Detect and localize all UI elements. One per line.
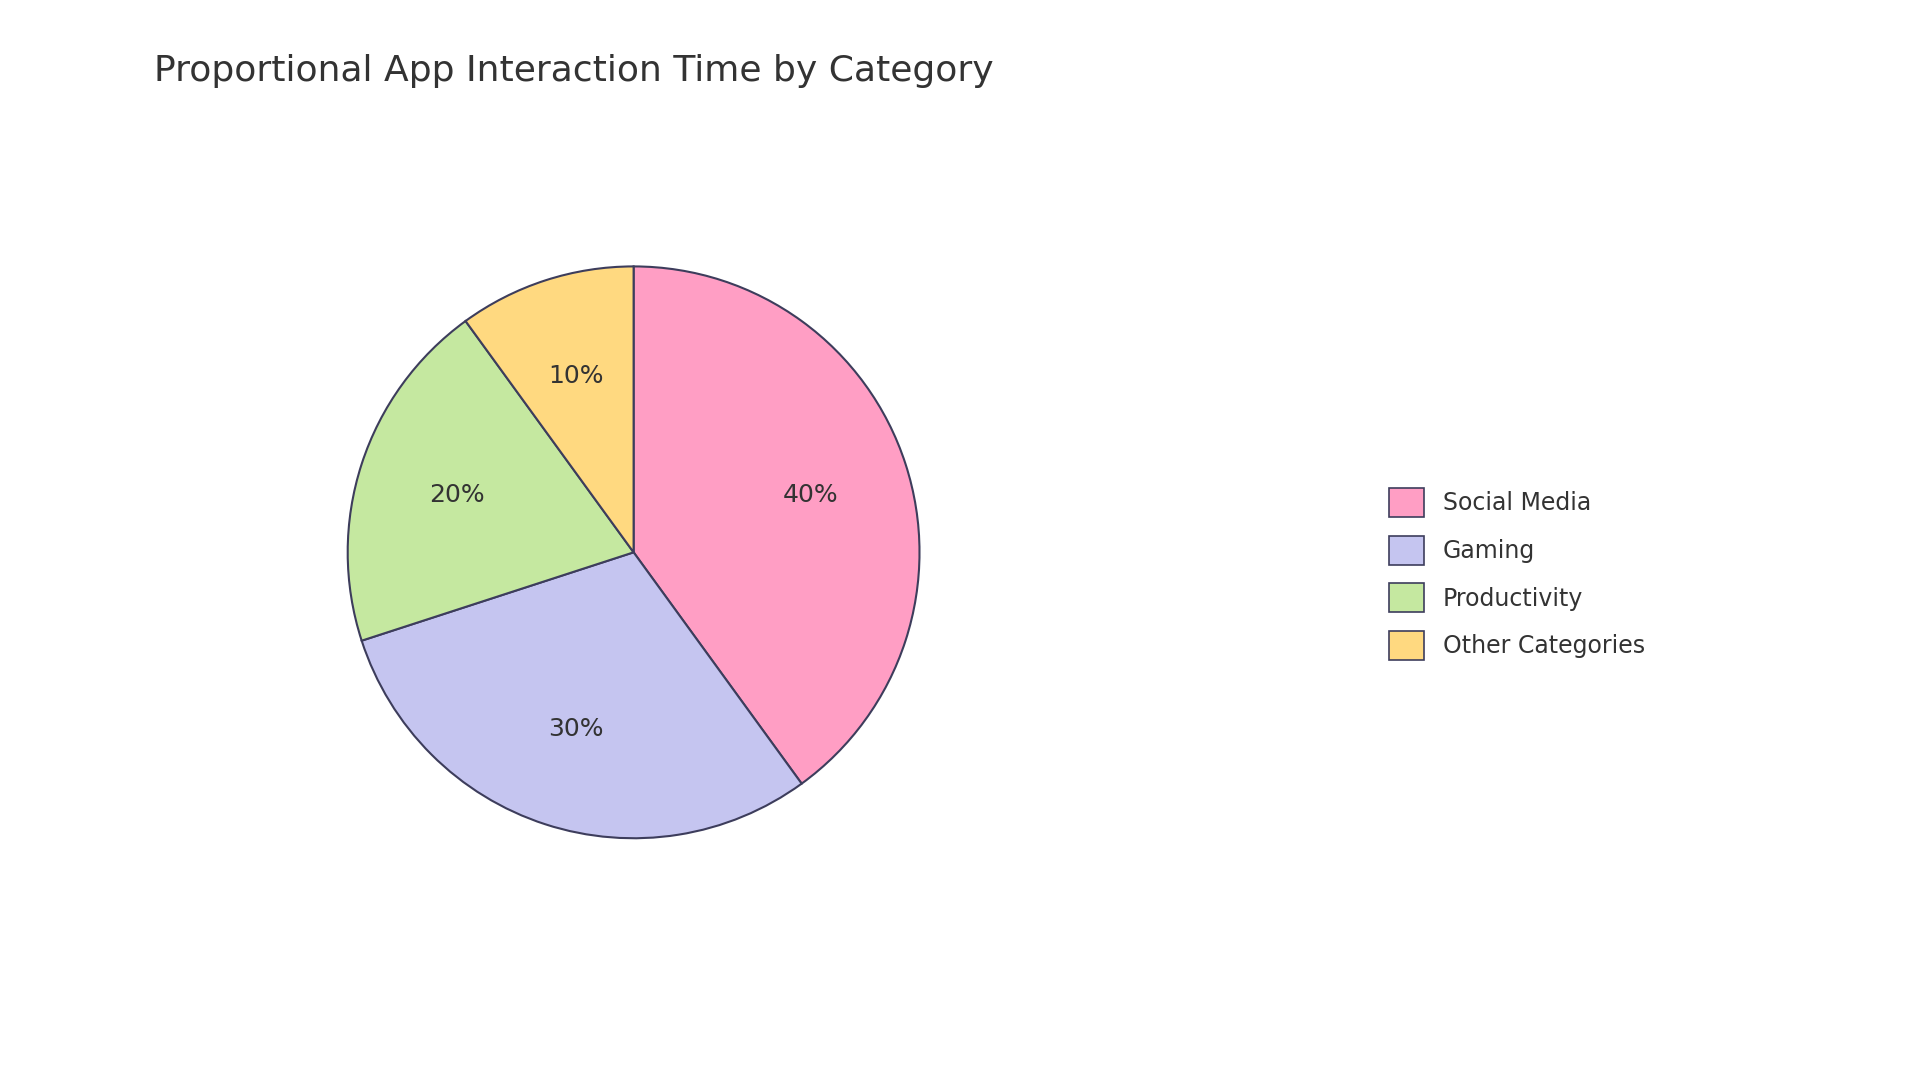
Text: 20%: 20% [428, 483, 484, 507]
Legend: Social Media, Gaming, Productivity, Other Categories: Social Media, Gaming, Productivity, Othe… [1377, 477, 1657, 671]
Wedge shape [361, 552, 803, 838]
Text: 40%: 40% [783, 483, 839, 507]
Wedge shape [348, 321, 634, 641]
Text: 10%: 10% [549, 364, 605, 388]
Text: 30%: 30% [549, 717, 605, 741]
Wedge shape [634, 266, 920, 784]
Text: Proportional App Interaction Time by Category: Proportional App Interaction Time by Cat… [154, 54, 993, 88]
Wedge shape [465, 266, 634, 552]
